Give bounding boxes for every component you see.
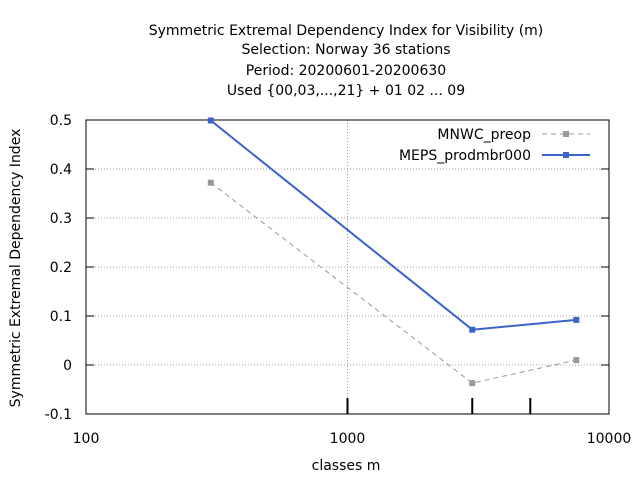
y-tick-label: 0.5	[50, 113, 72, 129]
data-point	[469, 380, 476, 387]
data-point	[207, 179, 214, 186]
y-tick-label: 0	[63, 358, 72, 374]
chart-title: Symmetric Extremal Dependency Index for …	[149, 23, 544, 99]
data-point	[469, 326, 476, 333]
x-tick-label: 10000	[587, 431, 632, 447]
y-tick-label: -0.1	[45, 407, 72, 423]
series-layer	[207, 117, 580, 387]
x-tick-label: 100	[73, 431, 100, 447]
ticks: -0.1 0 0.1 0.2 0.3 0.4 0.5 100 1000 10000	[45, 113, 632, 447]
x-axis-label: classes m	[312, 458, 381, 474]
title-line-1: Symmetric Extremal Dependency Index for …	[149, 23, 544, 39]
y-tick-label: 0.4	[50, 162, 72, 178]
legend-label: MNWC_preop	[437, 127, 531, 143]
data-point	[573, 357, 580, 364]
y-tick-label: 0.1	[50, 309, 72, 325]
series-line-1	[210, 182, 577, 384]
data-point	[207, 117, 214, 124]
y-tick-label: 0.2	[50, 260, 72, 276]
data-point	[573, 316, 580, 323]
legend-swatch-marker	[563, 152, 569, 158]
y-tick-label: 0.3	[50, 211, 72, 227]
y-axis-label: Symmetric Extremal Dependency Index	[8, 129, 24, 408]
legend: MNWC_preop MEPS_prodmbr000	[399, 127, 590, 164]
title-line-4: Used {00,03,...,21} + 01 02 ... 09	[227, 83, 465, 99]
title-line-3: Period: 20200601-20200630	[246, 63, 446, 79]
grid	[86, 120, 609, 414]
title-line-2: Selection: Norway 36 stations	[242, 42, 451, 58]
x-tick-label: 1000	[330, 431, 366, 447]
legend-label: MEPS_prodmbr000	[399, 148, 531, 164]
legend-swatch-marker	[563, 131, 569, 137]
